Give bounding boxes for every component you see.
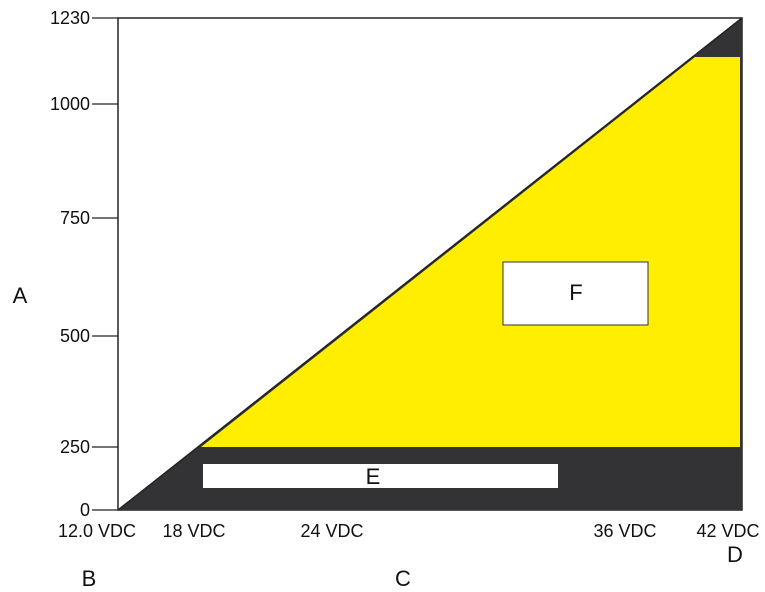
origin-corner-label: B [82,566,97,591]
yellow-region [201,57,740,447]
x-tick-label: 42 VDC [696,521,759,541]
region-f-box [502,261,649,326]
x-tick-label: 12.0 VDC [58,521,136,541]
x-axis-label: C [395,566,411,591]
y-tick-label: 250 [60,437,90,457]
limit-line [117,17,743,511]
y-tick-label: 500 [60,326,90,346]
y-tick-label: 1000 [50,94,90,114]
x-tick-label: 36 VDC [593,521,656,541]
region-f-label: F [569,280,582,305]
y-tick-label: 1230 [50,8,90,28]
y-tick-label: 0 [80,500,90,520]
region-e-label: E [366,464,381,489]
region-e-box [203,464,558,488]
x-end-corner-label: D [727,542,743,567]
y-axis-label: A [13,283,28,308]
x-tick-label: 18 VDC [162,521,225,541]
y-tick-label: 750 [60,208,90,228]
x-tick-label: 24 VDC [300,521,363,541]
